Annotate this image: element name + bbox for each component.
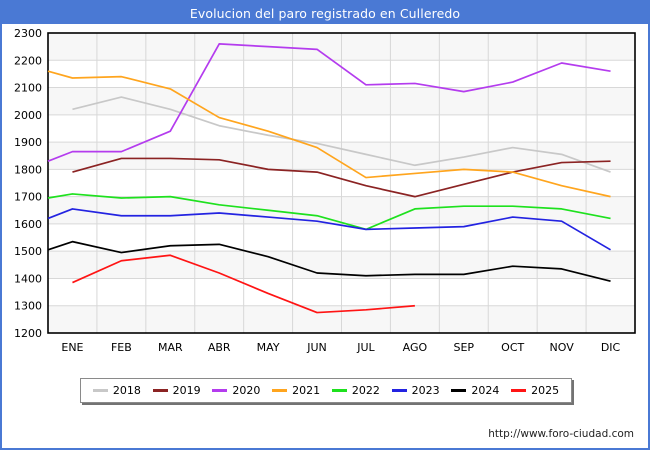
legend-label: 2024 (471, 384, 500, 397)
x-tick-label: MAR (158, 341, 183, 354)
series-line-2020 (47, 43, 611, 162)
x-tick-label: ENE (61, 341, 83, 354)
series-line-2025 (72, 254, 415, 314)
legend-item-2018[interactable]: 2018 (92, 384, 141, 397)
legend-swatch-icon (152, 389, 168, 392)
x-tick-label: OCT (501, 341, 524, 354)
legend-swatch-icon (331, 389, 347, 392)
y-tick-label: 2200 (14, 54, 42, 67)
legend-swatch-icon (451, 389, 467, 392)
x-tick-label: SEP (454, 341, 475, 354)
series-line-2022 (47, 193, 611, 231)
chart-legend: 2018 2019 2020 2021 2022 2023 2024 2025 (80, 378, 572, 403)
y-tick-label: 1500 (14, 245, 42, 258)
y-tick-label: 1200 (14, 327, 42, 340)
legend-item-2025[interactable]: 2025 (511, 384, 559, 397)
series-line-2023 (47, 208, 611, 251)
chart-area: 1200 1300 1400 1500 1600 1700 1800 1900 2000 2100… (2, 24, 648, 448)
x-tick-label: JUL (356, 341, 375, 354)
line-chart: 1200 1300 1400 1500 1600 1700 1800 1900 2000 2100… (14, 27, 636, 354)
legend-item-2020[interactable]: 2020 (212, 384, 260, 397)
legend-label: 2021 (292, 384, 321, 397)
series-line-2019 (72, 157, 611, 198)
legend-item-2019[interactable]: 2019 (152, 384, 201, 397)
legend-label: 2019 (172, 384, 201, 397)
x-tick-label: NOV (550, 341, 575, 354)
y-tick-label: 1900 (14, 136, 42, 149)
plot-frame (47, 32, 636, 334)
legend-swatch-icon (212, 389, 228, 392)
source-url: http://www.foro-ciudad.com (488, 428, 634, 440)
x-tick-label: DIC (601, 341, 621, 354)
y-tick-label: 2000 (14, 109, 42, 122)
legend-label: 2023 (411, 384, 440, 397)
y-tick-label: 1300 (14, 300, 42, 313)
legend-label: 2022 (351, 384, 380, 397)
page-title: Evolucion del paro registrado en Cullere… (189, 5, 461, 21)
window-title-bar: Evolucion del paro registrado en Cullere… (2, 2, 648, 24)
y-tick-label: 1600 (14, 218, 42, 231)
legend-label: 2025 (531, 384, 560, 397)
x-tick-label: AGO (403, 341, 428, 354)
y-tick-label: 1700 (14, 191, 42, 204)
gridlines (48, 33, 635, 333)
y-tick-label: 1800 (14, 163, 42, 176)
x-tick-label: ABR (208, 341, 231, 354)
legend-item-2022[interactable]: 2022 (331, 384, 380, 397)
legend-item-2023[interactable]: 2023 (391, 384, 440, 397)
y-axis-labels: 1200 1300 1400 1500 1600 1700 1800 1900 2000 2100… (14, 27, 42, 340)
legend-swatch-icon (391, 389, 407, 392)
series-line-2021 (47, 70, 611, 198)
y-tick-label: 2300 (14, 27, 42, 40)
x-tick-label: FEB (111, 341, 132, 354)
legend-swatch-icon (92, 389, 108, 392)
legend-label: 2020 (232, 384, 261, 397)
x-tick-label: JUN (306, 341, 327, 354)
x-tick-label: MAY (257, 341, 280, 354)
series-lines (47, 43, 611, 314)
legend-swatch-icon (272, 389, 288, 392)
y-tick-label: 2100 (14, 82, 42, 95)
legend-item-2021[interactable]: 2021 (272, 384, 320, 397)
legend-swatch-icon (511, 389, 527, 392)
x-axis-labels: ENE FEB MAR ABR MAY JUN JUL AGO SEP OCT NOV DIC (61, 341, 620, 354)
series-line-2024 (47, 240, 611, 283)
legend-item-2024[interactable]: 2024 (451, 384, 499, 397)
legend-label: 2018 (112, 384, 141, 397)
y-tick-label: 1400 (14, 272, 42, 285)
series-line-2018 (72, 96, 611, 173)
